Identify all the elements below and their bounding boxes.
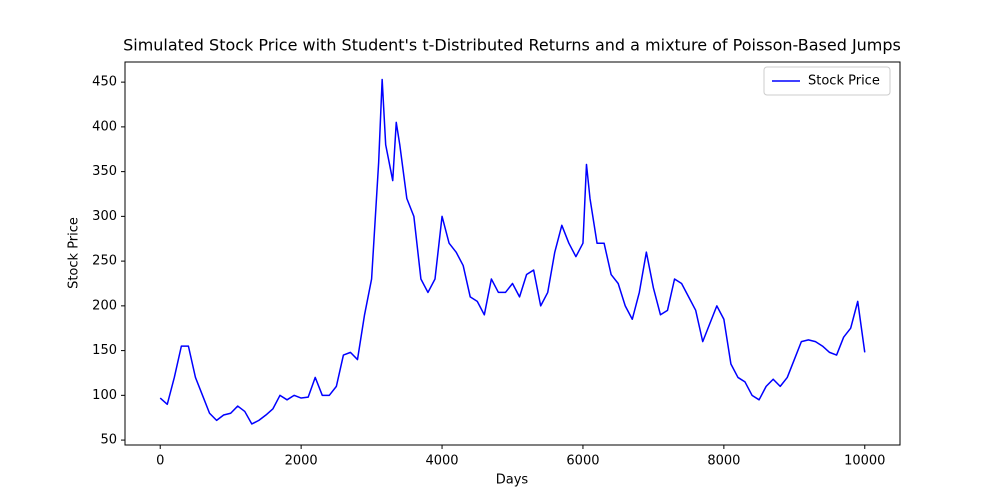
x-tick-label: 8000 <box>707 454 740 469</box>
price-line <box>159 78 866 425</box>
y-tick-label: 200 <box>92 298 117 313</box>
y-tick-label: 450 <box>92 75 117 90</box>
y-tick-label: 50 <box>100 433 117 448</box>
x-tick-label: 2000 <box>285 454 318 469</box>
y-tick-label: 250 <box>92 254 117 269</box>
y-tick-label: 350 <box>92 164 117 179</box>
legend-label: Stock Price <box>808 74 880 89</box>
y-tick-label: 400 <box>92 119 117 134</box>
x-axis-label: Days <box>496 473 529 488</box>
y-tick-label: 150 <box>92 343 117 358</box>
y-tick-label: 100 <box>92 388 117 403</box>
chart-title: Simulated Stock Price with Student's t-D… <box>123 36 901 55</box>
plot-frame <box>124 61 901 446</box>
x-tick-label: 4000 <box>425 454 458 469</box>
x-tick-label: 10000 <box>844 454 885 469</box>
legend-box <box>763 66 891 96</box>
x-tick-label: 6000 <box>566 454 599 469</box>
y-axis-label: Stock Price <box>67 217 82 289</box>
y-tick-label: 300 <box>92 209 117 224</box>
x-tick-label: 0 <box>156 454 164 469</box>
